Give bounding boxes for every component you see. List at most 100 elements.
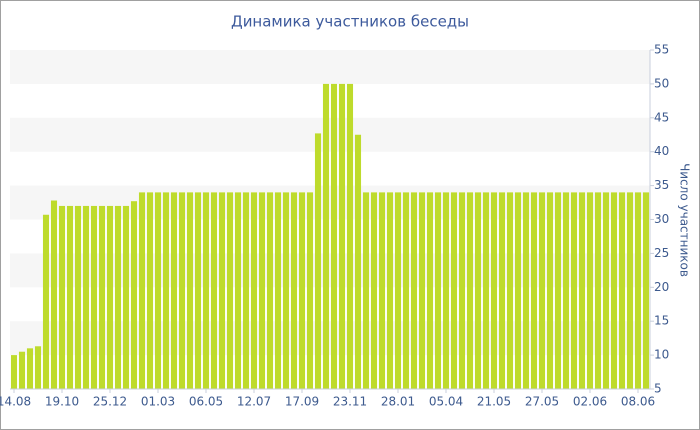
- bar: [274, 192, 282, 389]
- bar: [418, 192, 426, 389]
- bar: [450, 192, 458, 389]
- x-tick-label: 17.09: [285, 395, 319, 409]
- bar: [194, 192, 202, 389]
- bar: [594, 192, 602, 389]
- bar: [242, 192, 250, 389]
- y-tick-label: 55: [654, 43, 669, 57]
- bar: [642, 192, 650, 389]
- y-tick-label: 25: [654, 246, 669, 260]
- x-tick-label: 28.01: [381, 395, 415, 409]
- bar: [586, 192, 594, 389]
- x-tick-label: 21.05: [477, 395, 511, 409]
- bar: [98, 205, 106, 389]
- bar: [162, 192, 170, 389]
- bar: [458, 192, 466, 389]
- bar: [506, 192, 514, 389]
- x-tick-label: 25.12: [93, 395, 127, 409]
- bar: [562, 192, 570, 389]
- x-tick-label: 12.07: [237, 395, 271, 409]
- bar: [546, 192, 554, 389]
- bar: [410, 192, 418, 389]
- bar: [298, 192, 306, 389]
- bar: [234, 192, 242, 389]
- bar: [58, 205, 66, 389]
- bar: [66, 205, 74, 389]
- bar: [322, 83, 330, 390]
- bar: [114, 205, 122, 389]
- bar: [426, 192, 434, 389]
- grid-band: [10, 253, 650, 288]
- bar: [578, 192, 586, 389]
- bar: [42, 214, 50, 389]
- grid-band: [10, 50, 650, 84]
- bar: [330, 83, 338, 390]
- bar: [346, 83, 354, 390]
- x-tick-label: 02.06: [573, 395, 607, 409]
- bar: [618, 192, 626, 389]
- grid-band: [10, 117, 650, 152]
- bar: [18, 351, 26, 389]
- chart-title: Динамика участников беседы: [231, 13, 469, 31]
- x-tick-label: 08.06: [621, 395, 655, 409]
- x-tick-label: 23.11: [333, 395, 367, 409]
- bar: [466, 192, 474, 389]
- bar: [258, 192, 266, 389]
- bar: [306, 192, 314, 389]
- bar: [634, 192, 642, 389]
- bar: [354, 134, 362, 389]
- bar: [394, 192, 402, 389]
- bar: [386, 192, 394, 389]
- y-tick-label: 35: [654, 178, 669, 192]
- bar: [10, 355, 18, 389]
- bar: [146, 192, 154, 389]
- bar: [338, 83, 346, 390]
- bar: [602, 192, 610, 389]
- bar: [442, 192, 450, 389]
- bar: [290, 192, 298, 389]
- y-tick-label: 40: [654, 144, 669, 158]
- bar: [186, 192, 194, 389]
- y-tick-label: 20: [654, 280, 669, 294]
- bar: [34, 346, 42, 389]
- y-tick-label: 15: [654, 314, 669, 328]
- bar: [610, 192, 618, 389]
- y-tick-label: 50: [654, 76, 669, 90]
- bar: [282, 192, 290, 389]
- y-tick-label: 5: [654, 382, 662, 396]
- bar: [90, 205, 98, 389]
- bar: [498, 192, 506, 389]
- bar: [210, 192, 218, 389]
- grid-band: [10, 321, 650, 356]
- bar: [154, 192, 162, 389]
- y-tick-label: 45: [654, 110, 669, 124]
- bar: [474, 192, 482, 389]
- bar: [226, 192, 234, 389]
- bar: [538, 192, 546, 389]
- bar: [514, 192, 522, 389]
- bar: [554, 192, 562, 389]
- x-tick-label: 06.05: [189, 395, 223, 409]
- bar: [402, 192, 410, 389]
- bar: [178, 192, 186, 389]
- bar: [218, 192, 226, 389]
- bar: [482, 192, 490, 389]
- y-tick-label: 30: [654, 212, 669, 226]
- x-tick-label: 19.10: [45, 395, 79, 409]
- bar: [530, 192, 538, 389]
- bar: [570, 192, 578, 389]
- bar: [170, 192, 178, 389]
- bar: [522, 192, 530, 389]
- bar: [202, 192, 210, 389]
- x-tick-label: 27.05: [525, 395, 559, 409]
- bar: [370, 192, 378, 389]
- bar: [434, 192, 442, 389]
- bar: [314, 133, 322, 389]
- bar: [378, 192, 386, 389]
- grid-band: [10, 185, 650, 220]
- bar: [266, 192, 274, 389]
- bar: [26, 348, 34, 389]
- bar: [130, 201, 138, 389]
- bar: [82, 205, 90, 389]
- bar: [122, 205, 130, 389]
